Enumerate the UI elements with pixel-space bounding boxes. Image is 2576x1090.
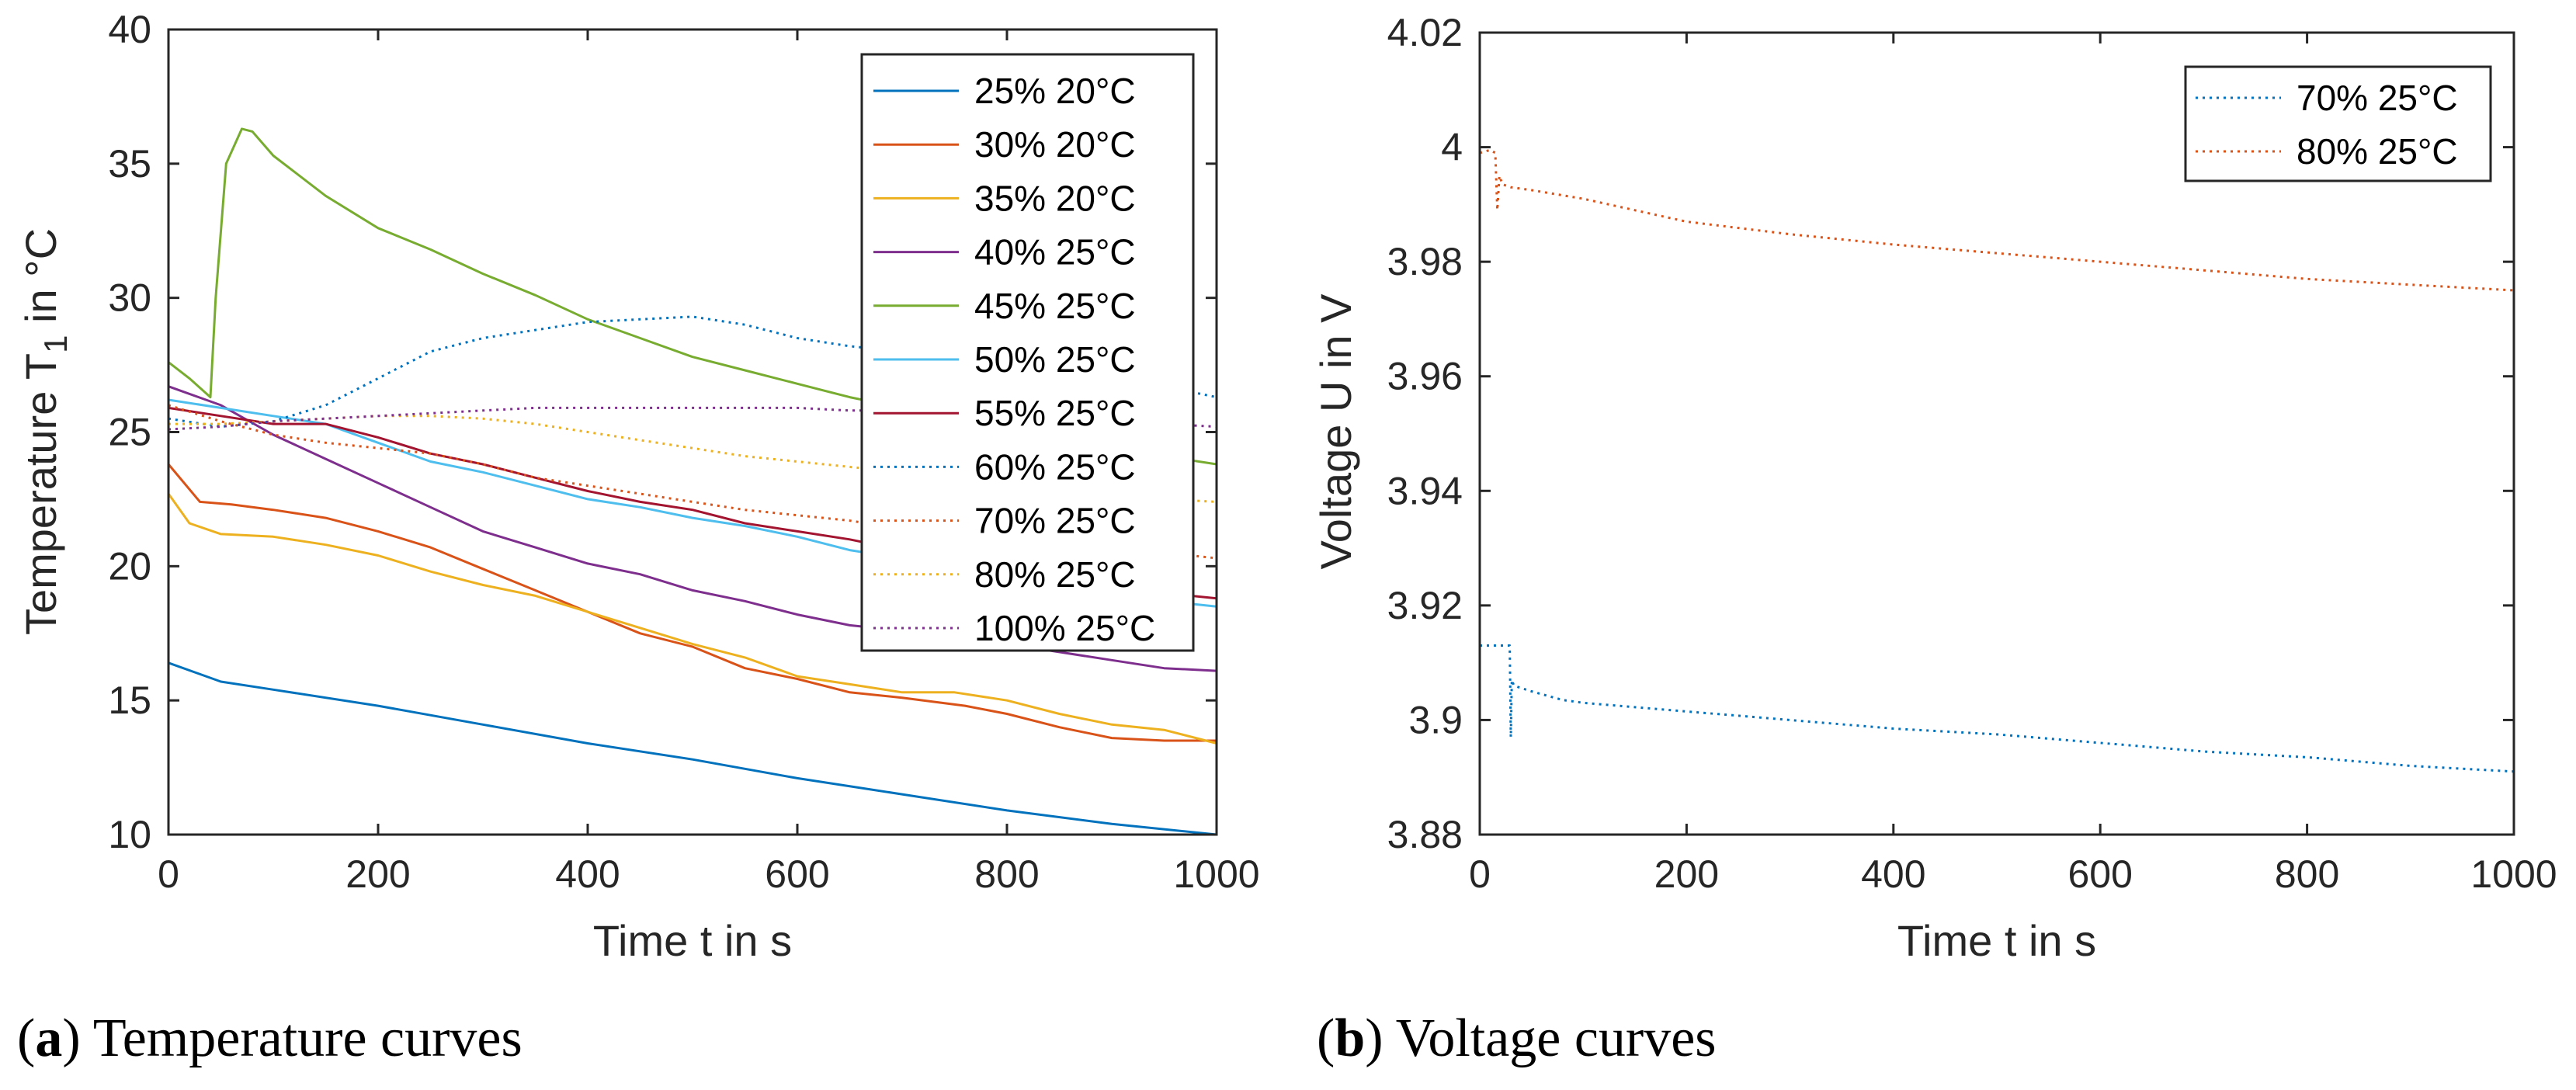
- b-y-tick-label: 3.92: [1387, 584, 1463, 627]
- a-legend-label: 45% 25°C: [974, 286, 1136, 326]
- panel-a-y-label-main: Temperature T: [16, 353, 65, 635]
- panel-a-tick-labels: 0 200 400 600 800 1000 10 15 20 25 30 35 40: [108, 8, 1259, 896]
- b-x-tick-label: 200: [1654, 852, 1719, 896]
- b-y-tick-label: 3.88: [1387, 813, 1463, 856]
- a-y-tick-label: 30: [108, 276, 151, 320]
- panel-a-y-axis-label: Temperature T1 in °C: [16, 228, 74, 635]
- panel-b-caption-text: Voltage curves: [1396, 1008, 1717, 1068]
- panel-b-tick-labels: 0 200 400 600 800 1000 3.88 3.9 3.92 3.94 3.96 3.98…: [1387, 11, 2557, 896]
- panel-a-y-label-subscript: 1: [37, 335, 74, 353]
- panel-a-x-axis-label: Time t in s: [593, 916, 792, 965]
- a-legend-label: 80% 25°C: [974, 554, 1136, 595]
- a-legend-label: 55% 25°C: [974, 393, 1136, 433]
- panel-a-y-label-tail: in °C: [16, 228, 65, 335]
- b-y-tick-label: 4: [1441, 126, 1463, 169]
- a-legend-label: 100% 25°C: [974, 608, 1155, 648]
- panel-a-legend-box: [860, 53, 1195, 652]
- a-y-tick-label: 40: [108, 8, 151, 51]
- a-legend-label: 35% 20°C: [974, 178, 1136, 218]
- a-y-tick-label: 15: [108, 679, 151, 722]
- panel-a-caption: (a) Temperature curves: [17, 1008, 522, 1068]
- a-series-line-2: [167, 493, 1217, 745]
- b-series-line-1: [1479, 148, 2515, 292]
- a-legend-label: 50% 25°C: [974, 339, 1136, 380]
- a-legend-label: 70% 25°C: [974, 501, 1136, 541]
- b-y-tick-label: 3.94: [1387, 469, 1463, 512]
- a-legend-label: 60% 25°C: [974, 446, 1136, 487]
- a-y-tick-label: 25: [108, 411, 151, 454]
- b-x-tick-label: 400: [1861, 852, 1925, 896]
- a-y-tick-label: 10: [108, 813, 151, 856]
- panel-a-axes-box: [167, 28, 1218, 836]
- a-legend-label: 40% 25°C: [974, 232, 1136, 272]
- panel-a-caption-letter: a: [35, 1008, 62, 1068]
- a-legend-label: 30% 20°C: [974, 124, 1136, 165]
- panel-b-legend: 70% 25°C 80% 25°C: [2184, 65, 2492, 182]
- b-y-tick-label: 3.98: [1387, 240, 1463, 283]
- a-legend-label: 25% 20°C: [974, 71, 1136, 111]
- panel-b-series: [1479, 148, 2515, 773]
- a-x-tick-label: 600: [765, 852, 829, 896]
- a-x-tick-label: 1000: [1173, 852, 1259, 896]
- panel-b-voltage-chart: 0 200 400 600 800 1000 3.88 3.9 3.92 3.94 3.96 3.98…: [1311, 11, 2557, 1068]
- a-x-tick-label: 800: [974, 852, 1039, 896]
- panel-b-legend-box: [2184, 65, 2492, 182]
- panel-b-x-axis-label: Time t in s: [1897, 916, 2096, 965]
- panel-b-y-axis-label: Voltage U in V: [1311, 293, 1360, 570]
- b-x-tick-label: 800: [2275, 852, 2339, 896]
- panel-a-legend: 25% 20°C 30% 20°C 35% 20°C 40% 25°C 45% 25°C…: [860, 53, 1195, 652]
- a-series-line-1: [167, 463, 1217, 742]
- b-x-tick-label: 1000: [2470, 852, 2557, 896]
- b-series-line-0: [1480, 644, 2515, 773]
- b-x-tick-label: 0: [1469, 852, 1491, 896]
- panel-b-caption: (b) Voltage curves: [1317, 1008, 1717, 1068]
- b-x-tick-label: 600: [2067, 852, 2132, 896]
- a-series-line-0: [168, 661, 1217, 836]
- panel-b-caption-letter: b: [1335, 1008, 1365, 1068]
- a-y-tick-label: 20: [108, 544, 151, 588]
- a-x-tick-label: 0: [158, 852, 179, 896]
- a-x-tick-label: 200: [345, 852, 410, 896]
- b-y-tick-label: 3.9: [1408, 698, 1463, 741]
- panel-b-axes-box: [1478, 31, 2515, 836]
- b-y-tick-label: 3.96: [1387, 355, 1463, 398]
- a-y-tick-label: 35: [108, 142, 151, 186]
- panel-a-temperature-chart: 0 200 400 600 800 1000 10 15 20 25 30 35 40 Time t i…: [16, 8, 1260, 1068]
- b-legend-label: 70% 25°C: [2297, 78, 2458, 118]
- b-y-tick-label: 4.02: [1387, 11, 1463, 54]
- b-legend-label: 80% 25°C: [2297, 131, 2458, 172]
- a-x-tick-label: 400: [555, 852, 620, 896]
- panel-a-caption-text: Temperature curves: [93, 1008, 522, 1068]
